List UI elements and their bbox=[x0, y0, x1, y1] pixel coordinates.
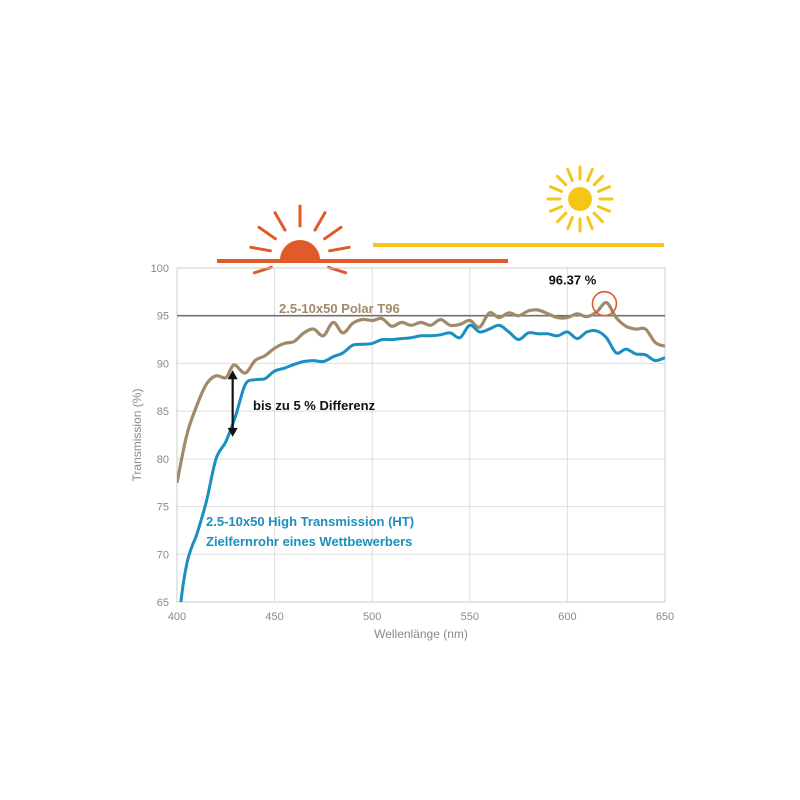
peak-value-label: 96.37 % bbox=[549, 273, 597, 288]
y-tick-label: 80 bbox=[157, 454, 169, 466]
y-tick-label: 75 bbox=[157, 502, 169, 514]
x-axis-label: Wellenlänge (nm) bbox=[374, 627, 468, 641]
difference-arrow bbox=[227, 370, 238, 437]
y-tick-label: 65 bbox=[157, 597, 169, 609]
y-tick-label: 70 bbox=[157, 549, 169, 561]
peak-marker bbox=[591, 290, 618, 317]
y-axis-label: Transmission (%) bbox=[130, 389, 144, 482]
series-label-polar-t96: 2.5-10x50 Polar T96 bbox=[279, 301, 400, 316]
y-tick-label: 100 bbox=[151, 263, 169, 275]
y-tick-label: 90 bbox=[157, 358, 169, 370]
grid bbox=[176, 267, 666, 603]
sun-icon bbox=[373, 165, 664, 247]
series-label-ht-line1: 2.5-10x50 High Transmission (HT) bbox=[206, 514, 414, 529]
series-line-polar-t96 bbox=[177, 300, 665, 484]
series-label-ht-line2: Zielfernrohr eines Wettbewerbers bbox=[206, 534, 412, 549]
x-tick-label: 650 bbox=[656, 611, 674, 623]
x-tick-label: 500 bbox=[363, 611, 381, 623]
x-tick-label: 400 bbox=[168, 611, 186, 623]
y-tick-label: 85 bbox=[157, 406, 169, 418]
plot-frame bbox=[176, 267, 666, 603]
x-tick-label: 450 bbox=[265, 611, 283, 623]
sunrise-icon bbox=[217, 204, 508, 275]
axis-ticks: 65 70 75 80 85 90 95 100 400 450 500 550 600 650 bbox=[151, 263, 675, 623]
difference-label: bis zu 5 % Differenz bbox=[253, 398, 376, 413]
x-tick-label: 600 bbox=[558, 611, 576, 623]
y-tick-label: 95 bbox=[157, 311, 169, 323]
series-line-high-transmission bbox=[179, 323, 665, 602]
x-tick-label: 550 bbox=[461, 611, 479, 623]
